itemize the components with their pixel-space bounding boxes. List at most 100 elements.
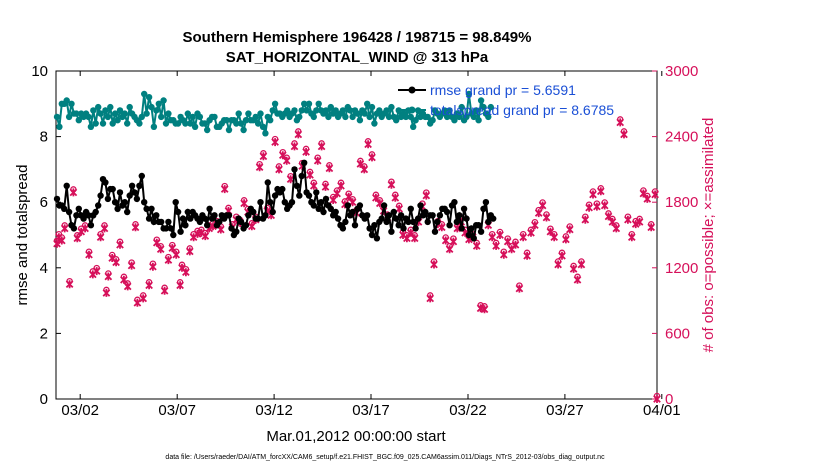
rmse-point	[477, 228, 485, 235]
totalspread-point	[458, 103, 465, 111]
rmse-point	[109, 185, 116, 193]
rmse-point	[75, 205, 83, 212]
rmse-point	[228, 225, 235, 232]
obs-assimilated-point	[92, 267, 101, 276]
obs-assimilated-point	[511, 240, 520, 249]
totalspread-point	[327, 103, 334, 111]
legend: rmse grand pr = 5.6591 totalspread grand…	[398, 82, 614, 118]
totalspread-point	[456, 113, 463, 121]
obs-assimilated-point	[593, 202, 601, 211]
totalspread-point	[121, 110, 128, 117]
obs-assimilated-point	[538, 201, 547, 210]
rmse-point	[111, 199, 119, 206]
obs-assimilated-point	[356, 159, 365, 168]
rmse-point	[172, 199, 179, 206]
obs-assimilated-point	[519, 233, 528, 242]
totalspread-point	[242, 117, 250, 124]
obs-assimilated-point	[581, 215, 590, 224]
totalspread-point	[368, 103, 376, 111]
totalspread-point	[451, 117, 458, 124]
x-tick-label: 03/02	[61, 402, 99, 419]
obs-assimilated-point	[259, 152, 268, 161]
rmse-point	[128, 182, 136, 189]
rmse-point	[390, 208, 397, 216]
totalspread-point	[95, 103, 102, 111]
totalspread-point	[310, 113, 317, 121]
totalspread-point	[109, 120, 116, 127]
rmse-point	[124, 208, 131, 216]
rmse-point	[322, 195, 330, 203]
obs-assimilated-point	[515, 284, 524, 293]
obs-assimilated-point	[565, 225, 574, 234]
obs-assimilated-point	[600, 201, 609, 210]
totalspread-point	[446, 107, 453, 114]
totalspread-point	[313, 107, 320, 114]
totalspread-point	[332, 107, 339, 114]
totalspread-point	[393, 117, 400, 124]
legend-rmse-marker	[408, 86, 416, 94]
totalspread-point	[240, 126, 247, 134]
y-tick-label-right: 2400	[665, 129, 698, 146]
chart-title: Southern Hemisphere 196428 / 198715 = 98…	[183, 29, 532, 46]
rmse-point	[80, 215, 87, 222]
obs-assimilated-point	[302, 147, 310, 156]
totalspread-point	[349, 113, 356, 121]
obs-assimilated-point	[616, 118, 625, 127]
totalspread-point	[485, 113, 492, 121]
totalspread-point	[487, 103, 494, 111]
obs-assimilated-point	[160, 286, 169, 295]
rmse-point	[187, 215, 194, 222]
rmse-point	[313, 189, 320, 196]
totalspread-point	[90, 107, 97, 114]
totalspread-point	[148, 103, 155, 111]
rmse-point	[70, 225, 78, 232]
obs-assimilated-point	[562, 235, 570, 244]
totalspread-point	[111, 110, 119, 117]
rmse-point	[451, 199, 458, 206]
rmse-point	[305, 192, 313, 199]
rmse-point	[364, 212, 371, 219]
obs-assimilated-point	[344, 192, 353, 201]
obs-assimilated-point	[653, 395, 661, 403]
data-file-footnote: data file: /Users/raeder/DAI/ATM_forcXX/…	[165, 454, 605, 461]
rmse-point	[400, 225, 407, 232]
legend-totalspread: totalspread grand pr = 8.6785	[430, 102, 614, 118]
totalspread-point	[225, 126, 233, 134]
rmse-point	[446, 222, 453, 229]
totalspread-point	[56, 123, 63, 130]
rmse-point	[102, 179, 109, 186]
obs-assimilated-point	[472, 241, 481, 250]
obs-assimilated-point	[255, 163, 264, 172]
rmse-point	[327, 205, 334, 212]
x-tick-label: 03/07	[158, 402, 196, 419]
totalspread-point	[153, 107, 160, 114]
totalspread-point	[114, 117, 121, 124]
obs-assimilated-point	[573, 275, 582, 284]
totalspread-point	[356, 117, 364, 124]
totalspread-point	[182, 120, 189, 127]
rmse-point	[165, 218, 172, 226]
totalspread-point	[301, 100, 308, 108]
rmse-point	[141, 199, 148, 206]
obs-assimilated-point	[131, 223, 140, 232]
totalspread-point	[141, 90, 148, 98]
rmse-point	[397, 212, 405, 219]
rmse-point	[315, 205, 322, 212]
rmse-point	[153, 212, 160, 219]
totalspread-point	[65, 113, 73, 121]
totalspread-point	[174, 120, 182, 127]
rmse-point	[95, 202, 102, 209]
totalspread-point	[361, 110, 368, 117]
totalspread-point	[138, 113, 145, 121]
rmse-point	[131, 189, 138, 196]
obs-assimilated-point	[612, 224, 621, 233]
y-tick-label-left: 0	[40, 391, 48, 408]
rmse-point	[206, 205, 213, 212]
rmse-point	[281, 199, 288, 206]
totalspread-point	[165, 110, 172, 117]
obs-assimilated-point	[164, 256, 173, 265]
totalspread-point	[145, 94, 153, 101]
obs-assimilated-point	[294, 130, 303, 139]
totalspread-point	[211, 113, 218, 121]
rmse-point	[298, 172, 305, 180]
